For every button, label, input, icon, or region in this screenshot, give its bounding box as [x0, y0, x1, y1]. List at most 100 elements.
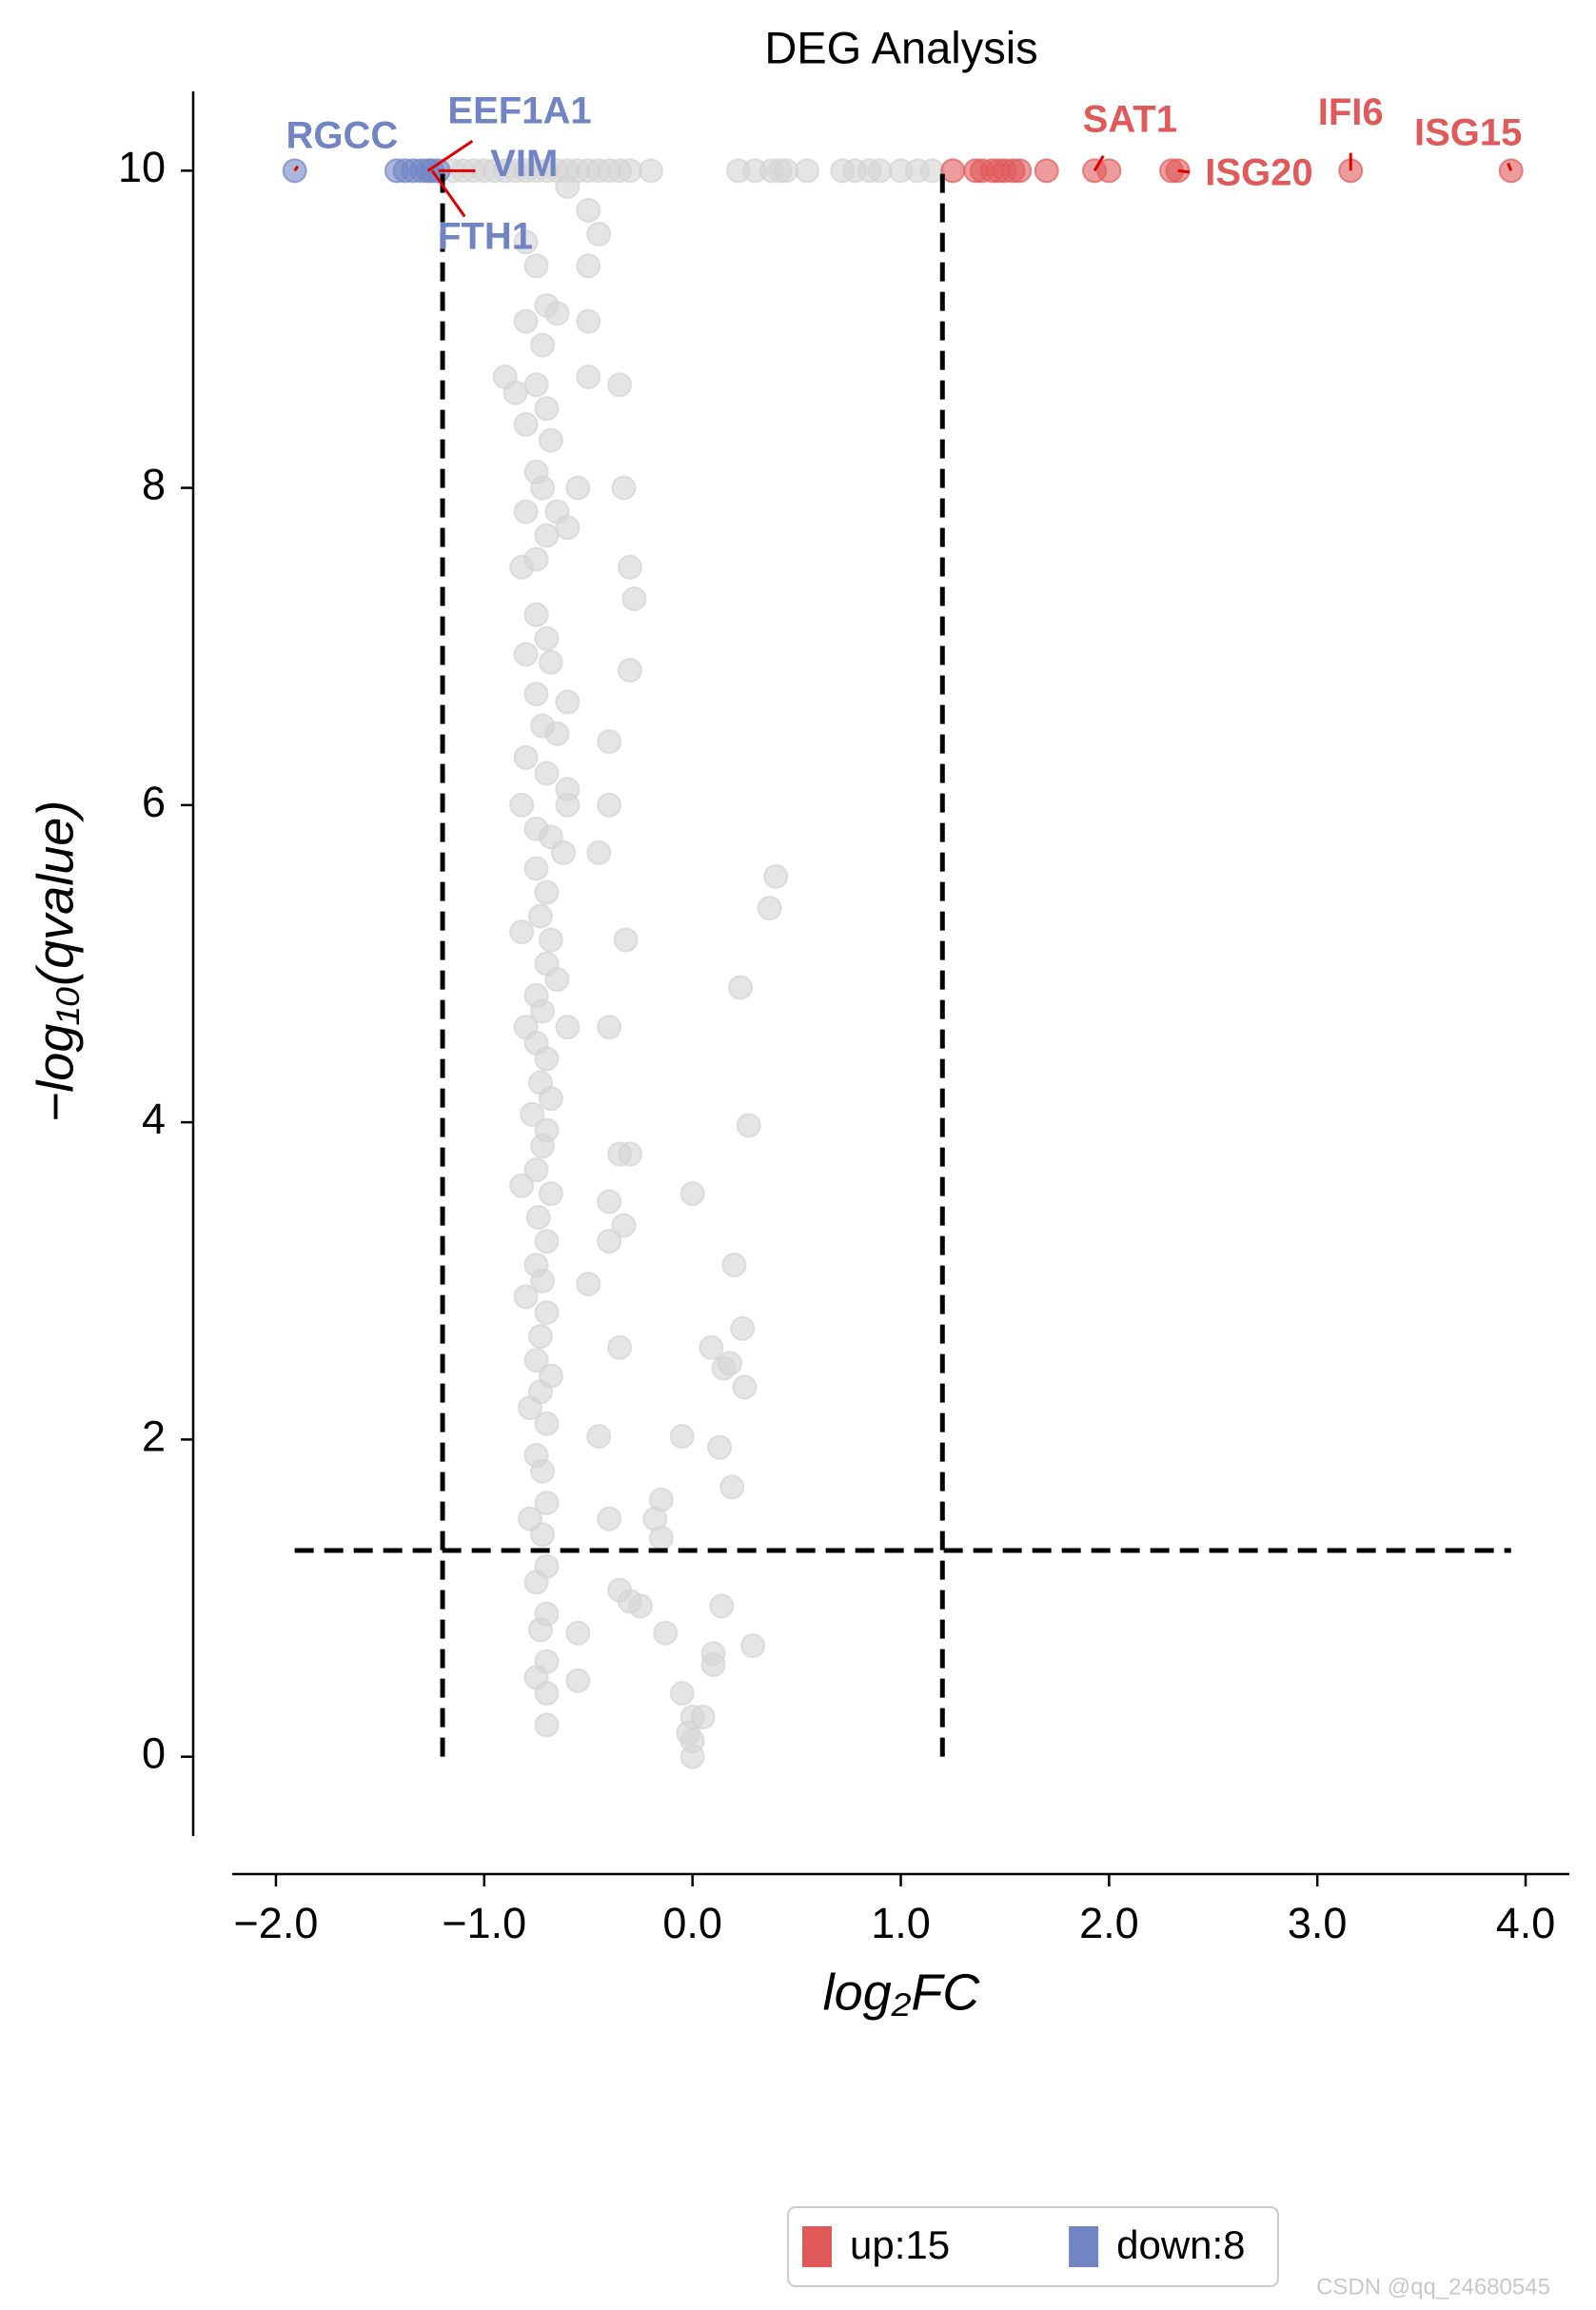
point: [513, 499, 539, 524]
point: [721, 1253, 747, 1278]
point: [523, 856, 549, 881]
point: [586, 839, 612, 865]
point: [613, 927, 639, 953]
y-axis-label: −log₁₀(qvalue): [27, 800, 84, 1122]
point: [544, 721, 570, 746]
point: [653, 1620, 679, 1646]
point: [538, 649, 563, 675]
point: [555, 515, 581, 541]
point: [736, 1113, 761, 1138]
gene-label: VIM: [490, 143, 558, 185]
point: [534, 625, 560, 651]
point: [530, 998, 556, 1024]
point: [555, 792, 581, 818]
point: [757, 896, 782, 921]
point: [523, 1157, 549, 1183]
point: [523, 1570, 549, 1595]
point: [527, 1324, 553, 1350]
point: [509, 919, 535, 945]
point: [534, 1411, 560, 1436]
label-leader: [426, 140, 474, 172]
point: [940, 158, 966, 184]
point: [597, 1229, 622, 1254]
point: [534, 1300, 560, 1326]
point: [555, 1015, 581, 1040]
legend-box: [787, 2206, 1279, 2287]
point: [534, 1229, 560, 1254]
gene-label: FTH1: [438, 215, 533, 257]
point: [565, 475, 591, 501]
label-leader: [1507, 162, 1513, 171]
y-tick-label: 8: [142, 460, 166, 508]
point: [534, 1712, 560, 1738]
gene-label: ISG15: [1414, 112, 1522, 154]
x-axis-label: log₂FC: [823, 1964, 981, 2021]
point: [597, 792, 622, 818]
point: [680, 1181, 705, 1207]
point: [523, 372, 549, 398]
point: [576, 364, 601, 389]
point: [707, 1434, 733, 1460]
point: [774, 158, 799, 184]
gene-label: IFI6: [1318, 91, 1384, 133]
x-tick-label: 4.0: [1496, 1899, 1556, 1947]
point: [525, 1205, 551, 1231]
point: [730, 1315, 756, 1341]
point: [513, 1284, 539, 1310]
point: [607, 372, 633, 398]
point: [719, 1474, 745, 1500]
point: [555, 173, 581, 199]
gene-label: SAT1: [1083, 99, 1177, 141]
point: [513, 308, 539, 334]
point: [534, 879, 560, 905]
point: [763, 863, 789, 889]
point: [520, 1101, 545, 1127]
point: [523, 253, 549, 279]
point: [523, 546, 549, 572]
point: [611, 475, 637, 501]
point: [576, 1272, 601, 1297]
legend-swatch: [802, 2226, 832, 2267]
gene-label: RGCC: [286, 115, 398, 157]
x-tick-label: −1.0: [442, 1899, 526, 1947]
point: [1034, 158, 1059, 184]
point: [1007, 158, 1033, 184]
legend-label: down:8: [1116, 2222, 1245, 2267]
point: [530, 1522, 556, 1548]
point: [576, 308, 601, 334]
point: [530, 475, 556, 501]
point: [700, 1652, 726, 1678]
point: [680, 1744, 705, 1769]
point: [513, 744, 539, 770]
point: [513, 642, 539, 667]
point: [534, 1046, 560, 1072]
point: [502, 380, 528, 405]
point: [544, 967, 570, 993]
point: [597, 729, 622, 755]
point: [538, 927, 563, 953]
point: [530, 1458, 556, 1484]
x-tick-label: 0.0: [662, 1899, 722, 1947]
point: [530, 1134, 556, 1159]
point: [597, 1015, 622, 1040]
watermark: CSDN @qq_24680545: [1316, 2274, 1550, 2300]
point: [727, 975, 753, 1000]
point: [690, 1705, 716, 1730]
point: [538, 1086, 563, 1112]
point: [669, 1681, 695, 1707]
point: [732, 1374, 758, 1400]
point: [538, 427, 563, 453]
x-tick-label: 2.0: [1079, 1899, 1139, 1947]
gene-label: ISG20: [1205, 152, 1312, 194]
chart-title: DEG Analysis: [764, 22, 1037, 72]
point: [523, 602, 549, 627]
point: [576, 253, 601, 279]
label-leader: [1177, 168, 1191, 174]
point: [1096, 158, 1122, 184]
y-tick-label: 0: [142, 1729, 166, 1778]
legend-swatch: [1069, 2226, 1099, 2267]
gene-label: EEF1A1: [447, 89, 591, 131]
point: [919, 158, 945, 184]
point: [611, 1213, 637, 1238]
